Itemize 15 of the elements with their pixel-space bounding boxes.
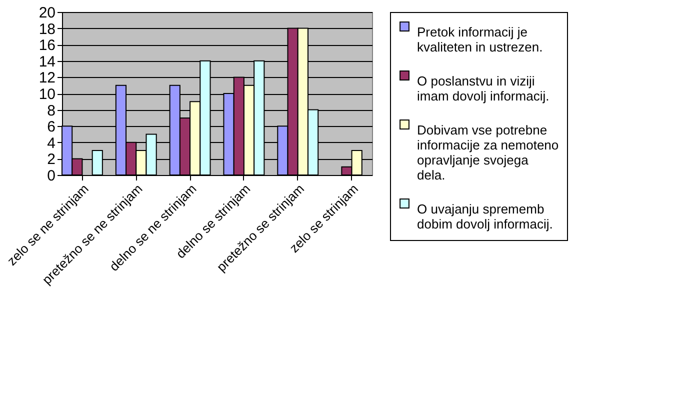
y-tick-label: 12 [38, 70, 56, 87]
y-tick-label: 18 [38, 20, 56, 38]
y-tick-label: 14 [38, 53, 56, 70]
legend-label: Pretok informacij je kvaliteten in ustrezen. [417, 24, 543, 54]
legend-label: Dobivam vse potrebne informacije za nemoteno opravljanje svojega dela. [417, 122, 559, 182]
y-tick-label: 2 [47, 151, 56, 168]
y-tick-label: 4 [47, 134, 56, 152]
legend-label: O uvajanju sprememb dobim dovolj informacij. [417, 202, 553, 232]
y-tick-label: 8 [47, 102, 56, 120]
y-tick-label: 20 [38, 4, 56, 22]
legend-label: O poslanstvu in viziji imam dovolj informacij. [417, 74, 550, 104]
y-tick-label: 0 [47, 168, 56, 184]
y-tick-label: 10 [38, 86, 56, 103]
y-tick-label: 16 [38, 37, 56, 54]
y-tick-label: 6 [47, 118, 56, 136]
